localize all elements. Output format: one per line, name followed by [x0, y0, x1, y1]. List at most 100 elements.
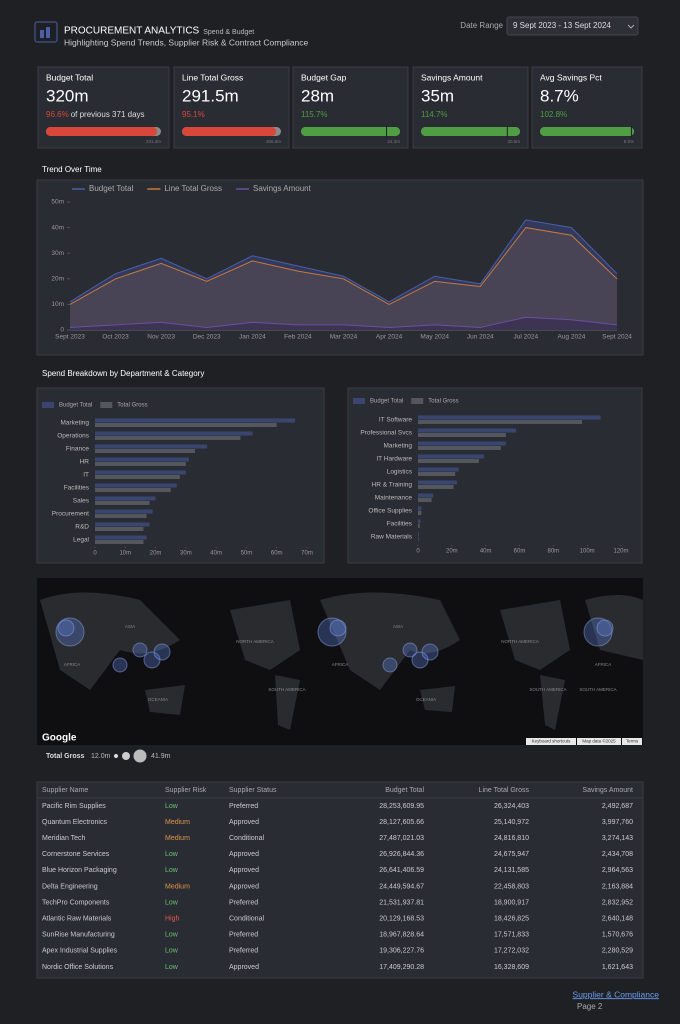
kpi-target: 8.5% — [624, 139, 634, 144]
y-tick-label: Raw Materials — [371, 534, 413, 541]
x-tick-label: 40m — [210, 551, 222, 557]
y-tick-label: 30m — [51, 250, 64, 257]
legend-swatch — [42, 402, 54, 408]
kpi-bar — [46, 127, 158, 136]
y-tick-label: Maintenance — [375, 495, 413, 502]
legend-label: Budget Total — [370, 399, 403, 405]
table-cell: Meridian Tech — [42, 835, 86, 842]
legend-swatch — [353, 398, 365, 404]
map-footer-link[interactable]: Terms — [626, 739, 639, 744]
chart-title: Spend Breakdown by Department & Category — [42, 369, 204, 378]
table-cell: 26,641,406.59 — [379, 867, 424, 874]
table-cell: 2,280,529 — [602, 948, 633, 955]
map-footer-box[interactable] — [526, 738, 576, 745]
bar — [418, 506, 422, 511]
bar — [95, 457, 189, 462]
bar — [418, 441, 506, 446]
table-cell: 26,324,403 — [494, 803, 529, 810]
map-footer-box[interactable] — [577, 738, 621, 745]
table-cell: Approved — [229, 851, 259, 858]
table-cell: 24,675,947 — [494, 851, 529, 858]
bar — [418, 519, 421, 524]
x-tick-label: 20m — [150, 551, 162, 557]
bar — [95, 462, 186, 466]
y-tick-label: Legal — [73, 537, 89, 544]
y-tick-label: IT Hardware — [376, 456, 412, 463]
table-cell: 24,449,594.67 — [379, 883, 424, 890]
y-tick-label: 20m — [51, 276, 64, 283]
bar — [418, 524, 420, 528]
x-tick-label: 30m — [180, 551, 192, 557]
page-number: Page 2 — [577, 1002, 603, 1011]
table-cell: High — [165, 916, 180, 923]
bar — [95, 449, 195, 453]
table-cell: 2,640,148 — [602, 916, 633, 923]
kpi-label: Avg Savings Pct — [540, 72, 602, 82]
legend-swatch — [100, 402, 113, 408]
bar — [95, 423, 277, 427]
bar — [95, 431, 253, 436]
table-cell: Approved — [229, 867, 259, 874]
table-cell: 18,900,917 — [494, 899, 529, 906]
map-region-label: SOUTH AMERICA — [268, 687, 305, 692]
bar — [95, 501, 150, 505]
map-footer-link[interactable]: Map data ©2025 — [582, 738, 616, 744]
table-cell: 28,127,605.66 — [379, 819, 424, 826]
bar — [418, 420, 583, 424]
table-cell: 17,571,833 — [494, 932, 529, 939]
kpi-label: Savings Amount — [421, 72, 483, 82]
map-region-label: OCEANIA — [416, 697, 436, 702]
page-link[interactable]: Supplier & Compliance — [573, 989, 660, 999]
table-cell: TechPro Components — [42, 899, 110, 906]
table-cell: Low — [165, 932, 179, 939]
table-cell: Preferred — [229, 803, 258, 810]
x-tick-label: 70m — [301, 551, 313, 557]
map-brand: Google — [42, 733, 77, 744]
map-legend-title: Total Gross — [46, 753, 84, 760]
y-tick-label: Professional Svcs — [360, 430, 412, 437]
table-cell: Medium — [165, 883, 190, 890]
y-tick-label: 10m — [51, 301, 64, 308]
map-footer-box[interactable] — [622, 738, 642, 745]
x-tick-label: 100m — [580, 549, 595, 555]
table-cell: Preferred — [229, 932, 258, 939]
table-cell: 1,570,676 — [602, 932, 633, 939]
title: PROCUREMENT ANALYTICS — [64, 26, 200, 37]
kpi-bar — [421, 127, 520, 136]
kpi-value: 8.7% — [540, 86, 579, 105]
bar — [95, 496, 156, 501]
dropdown-caret — [627, 24, 635, 29]
date-dropdown[interactable] — [506, 16, 639, 36]
map-region-label: ASIA — [393, 624, 403, 629]
table-cell: Medium — [165, 819, 190, 826]
table-cell: Conditional — [229, 916, 264, 923]
table-cell: 26,926,844.36 — [379, 851, 424, 858]
bar — [95, 475, 180, 479]
bar — [418, 428, 517, 433]
department-card — [36, 387, 325, 564]
kpi-value: 291.5m — [182, 86, 239, 105]
x-tick-label: 50m — [241, 551, 253, 557]
x-tick-label: Mar 2024 — [330, 334, 358, 341]
table-cell: 22,458,803 — [494, 883, 529, 890]
x-tick-label: 40m — [480, 549, 492, 555]
table-cell: 17,272,032 — [494, 948, 529, 955]
bar — [95, 535, 147, 540]
map-region-label: NORTH AMERICA — [236, 639, 273, 644]
x-tick-label: Aug 2024 — [557, 334, 585, 341]
date-value[interactable]: 9 Sept 2023 - 13 Sept 2024 — [513, 21, 611, 30]
map-footer-link[interactable]: Keyboard shortcuts — [532, 739, 572, 744]
table-cell: 2,964,563 — [602, 867, 633, 874]
kpi-bar — [301, 127, 400, 136]
y-tick-label: HR & Training — [372, 482, 413, 489]
legend-label: Savings Amount — [253, 184, 312, 193]
x-tick-label: Oct 2023 — [102, 334, 129, 341]
y-tick-label: 40m — [51, 224, 64, 231]
table-cell: Low — [165, 899, 179, 906]
table-header: Savings Amount — [582, 787, 633, 794]
x-tick-label: Jun 2024 — [467, 334, 494, 341]
map-region-label: AFRICA — [64, 662, 81, 667]
table-cell: Low — [165, 803, 179, 810]
kpi-pct: 115.7% — [301, 110, 328, 119]
